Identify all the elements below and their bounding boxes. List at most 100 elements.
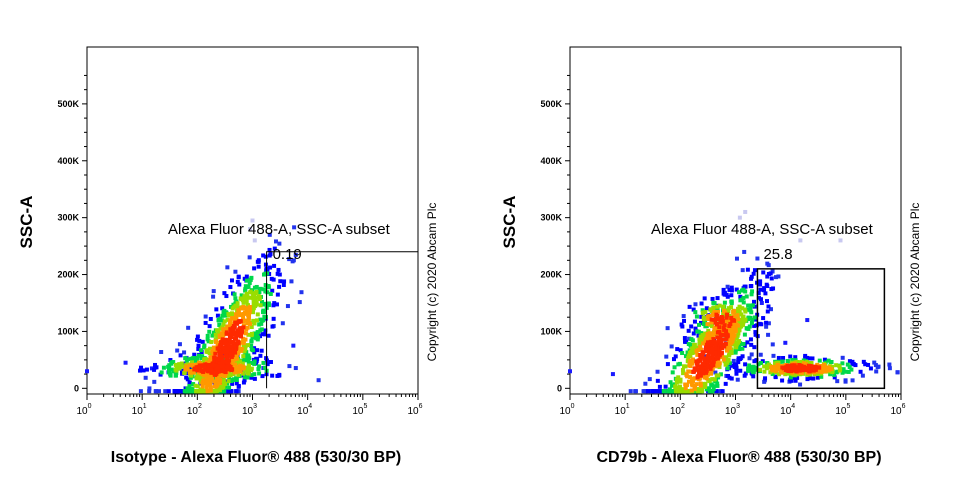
scatter-point: [662, 389, 667, 394]
scatter-point: [704, 361, 709, 366]
scatter-point: [809, 361, 814, 366]
scatter-point: [723, 381, 728, 386]
scatter-point: [633, 389, 638, 394]
scatter-point: [220, 337, 225, 342]
scatter-point: [702, 296, 707, 301]
scatter-point: [766, 272, 771, 277]
scatter-point: [226, 379, 231, 384]
scatter-point: [723, 362, 728, 367]
scatter-point: [684, 339, 689, 344]
scatter-point: [776, 274, 781, 279]
scatter-point: [214, 307, 219, 312]
scatter-point: [169, 367, 174, 372]
scatter-point: [727, 287, 732, 292]
scatter-point: [838, 238, 843, 243]
scatter-point: [248, 367, 253, 372]
scatter-point: [249, 338, 254, 343]
scatter-point: [722, 337, 727, 342]
scatter-point: [803, 362, 808, 367]
scatter-point: [752, 315, 757, 320]
scatter-point: [742, 332, 747, 337]
scatter-point: [229, 389, 234, 394]
scatter-point: [729, 376, 734, 381]
scatter-point: [770, 372, 775, 377]
scatter-point: [729, 285, 734, 290]
scatter-point: [269, 276, 274, 281]
scatter-point: [278, 279, 283, 284]
scatter-point: [252, 285, 257, 290]
scatter-point: [222, 319, 227, 324]
scatter-point: [241, 336, 246, 341]
scatter-point: [230, 364, 235, 369]
scatter-point: [786, 371, 791, 376]
scatter-point: [711, 342, 716, 347]
scatter-point: [701, 341, 706, 346]
scatter-point: [234, 354, 239, 359]
scatter-point: [176, 389, 181, 394]
scatter-point: [791, 375, 796, 380]
scatter-point: [843, 378, 848, 383]
scatter-point: [224, 331, 229, 336]
scatter-point: [241, 354, 246, 359]
scatter-point: [750, 289, 755, 294]
scatter-point: [769, 287, 774, 292]
scatter-point: [675, 389, 680, 394]
gate-boundary[interactable]: [266, 251, 418, 389]
scatter-point: [758, 279, 763, 284]
scatter-point: [257, 371, 262, 376]
scatter-point: [220, 354, 225, 359]
scatter-point: [756, 291, 761, 296]
copyright-text: Copyright (c) 2020 Abcam Plc: [425, 203, 439, 362]
scatter-point: [766, 304, 771, 309]
scatter-point: [689, 388, 694, 393]
scatter-point: [701, 351, 706, 356]
scatter-point: [213, 383, 218, 388]
scatter-point: [208, 346, 213, 351]
scatter-point: [178, 353, 183, 358]
scatter-point: [686, 369, 691, 374]
scatter-point: [688, 343, 693, 348]
scatter-point: [704, 387, 709, 392]
y-tick-label: 400K: [540, 156, 562, 166]
scatter-point: [745, 340, 750, 345]
scatter-point: [246, 284, 251, 289]
scatter-point: [234, 304, 239, 309]
scatter-point: [764, 324, 769, 329]
scatter-point: [704, 376, 709, 381]
scatter-point: [261, 310, 266, 315]
scatter-point: [737, 215, 742, 220]
scatter-point: [729, 301, 734, 306]
scatter-point: [147, 389, 152, 394]
scatter-point: [736, 317, 741, 322]
scatter-point: [255, 312, 260, 317]
scatter-point: [266, 301, 271, 306]
scatter-point: [706, 351, 711, 356]
scatter-point: [236, 309, 241, 314]
scatter-point: [195, 334, 200, 339]
gate-boundary[interactable]: [756, 268, 886, 390]
scatter-point: [835, 369, 840, 374]
scatter-point: [299, 290, 304, 295]
scatter-point: [697, 376, 702, 381]
scatter-point: [738, 322, 743, 327]
scatter-point: [218, 372, 223, 377]
scatter-point: [251, 306, 256, 311]
scatter-point: [256, 264, 261, 269]
scatter-point: [231, 328, 236, 333]
scatter-point: [232, 336, 237, 341]
gate-name: Alexa Fluor 488-A, SSC-A subset: [168, 221, 391, 238]
scatter-point: [232, 332, 237, 337]
x-tick-base: 10: [76, 406, 88, 417]
scatter-point: [834, 363, 839, 368]
scatter-point: [766, 332, 771, 337]
scatter-point: [805, 366, 810, 371]
scatter-point: [682, 318, 687, 323]
scatter-point: [680, 368, 685, 373]
scatter-point: [247, 363, 252, 368]
scatter-point: [241, 300, 246, 305]
scatter-point: [717, 325, 722, 330]
scatter-point: [746, 303, 751, 308]
scatter-point: [678, 379, 683, 384]
scatter-point: [267, 247, 272, 252]
scatter-point: [270, 288, 275, 293]
